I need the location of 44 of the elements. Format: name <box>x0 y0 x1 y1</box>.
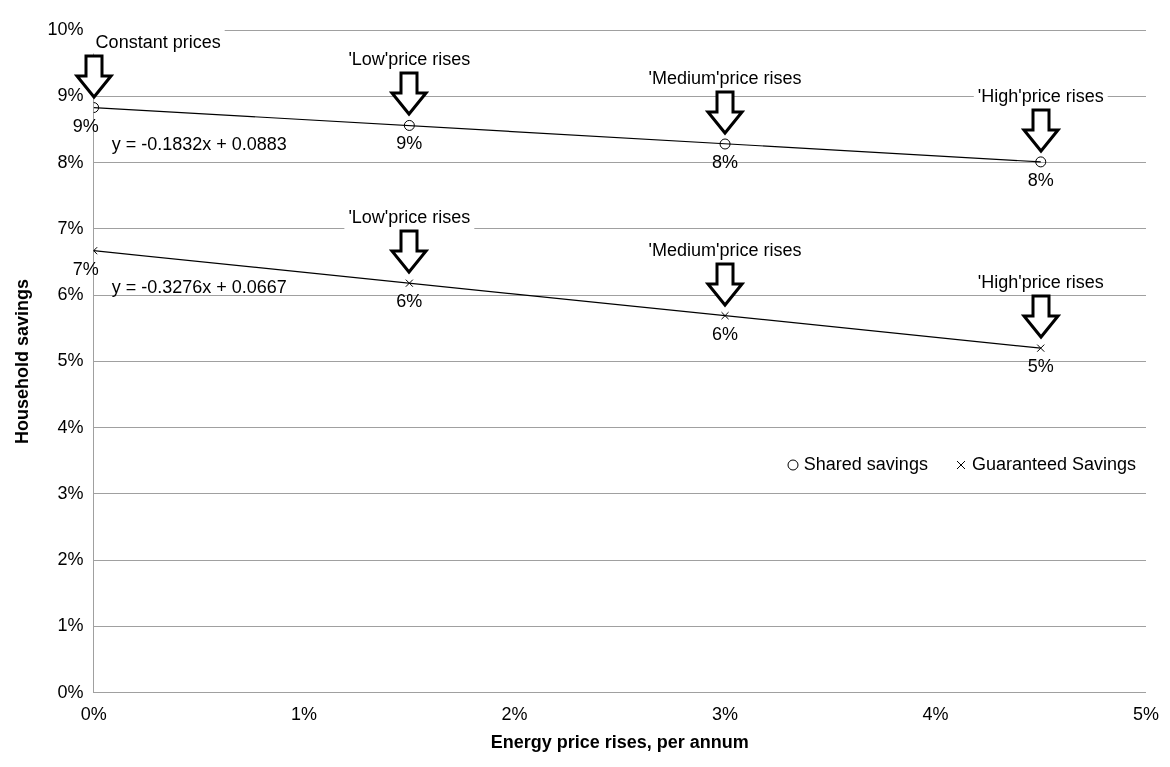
x-tick-label: 4% <box>922 703 949 724</box>
y-tick-label: 8% <box>57 151 84 172</box>
y-tick-label: 2% <box>57 549 84 570</box>
y-tick-label: 0% <box>57 681 84 702</box>
x-tick-label: 5% <box>1132 703 1159 724</box>
annotation: y = -0.3276x + 0.0667 <box>111 276 287 297</box>
data-label: 6% <box>712 323 739 344</box>
y-tick-label: 6% <box>57 284 84 305</box>
data-label: 9% <box>396 133 423 154</box>
legend-label: Guaranteed Savings <box>970 454 1136 476</box>
y-tick-label: 4% <box>57 416 84 437</box>
x-tick-label: 2% <box>501 703 528 724</box>
x-tick-label: 0% <box>80 703 107 724</box>
point <box>405 279 414 288</box>
y-tick-label: 1% <box>57 615 84 636</box>
point <box>721 311 730 320</box>
data-label: 9% <box>72 115 99 136</box>
annotation: 'Medium'price rises <box>648 239 802 260</box>
x-axis-title: Energy price rises, per annum <box>490 732 749 753</box>
annotation: 'Low'price rises <box>348 49 471 70</box>
annotation: 'High'price rises <box>977 85 1104 106</box>
point <box>403 119 415 131</box>
annotation: 'Low'price rises <box>348 207 471 228</box>
y-tick-label: 5% <box>57 350 84 371</box>
data-label: 5% <box>1027 356 1054 377</box>
point <box>719 138 731 150</box>
annotation: 'Medium'price rises <box>648 67 802 88</box>
annotation: y = -0.1832x + 0.0883 <box>111 133 287 154</box>
annotation: 'High'price rises <box>977 272 1104 293</box>
point <box>1035 156 1047 168</box>
y-tick-label: 3% <box>57 482 84 503</box>
point <box>1036 344 1045 353</box>
y-axis-title: Household savings <box>11 278 32 444</box>
x-tick-label: 3% <box>712 703 739 724</box>
data-label: 8% <box>1027 169 1054 190</box>
y-tick-label: 9% <box>57 85 84 106</box>
x-tick-label: 1% <box>291 703 318 724</box>
y-tick-label: 7% <box>57 217 84 238</box>
y-tick-label: 10% <box>47 18 84 39</box>
data-label: 6% <box>396 291 423 312</box>
data-label: 8% <box>712 151 739 172</box>
data-label: 7% <box>72 258 99 279</box>
annotation: Constant prices <box>95 31 221 52</box>
legend-label: Shared savings <box>802 454 928 476</box>
